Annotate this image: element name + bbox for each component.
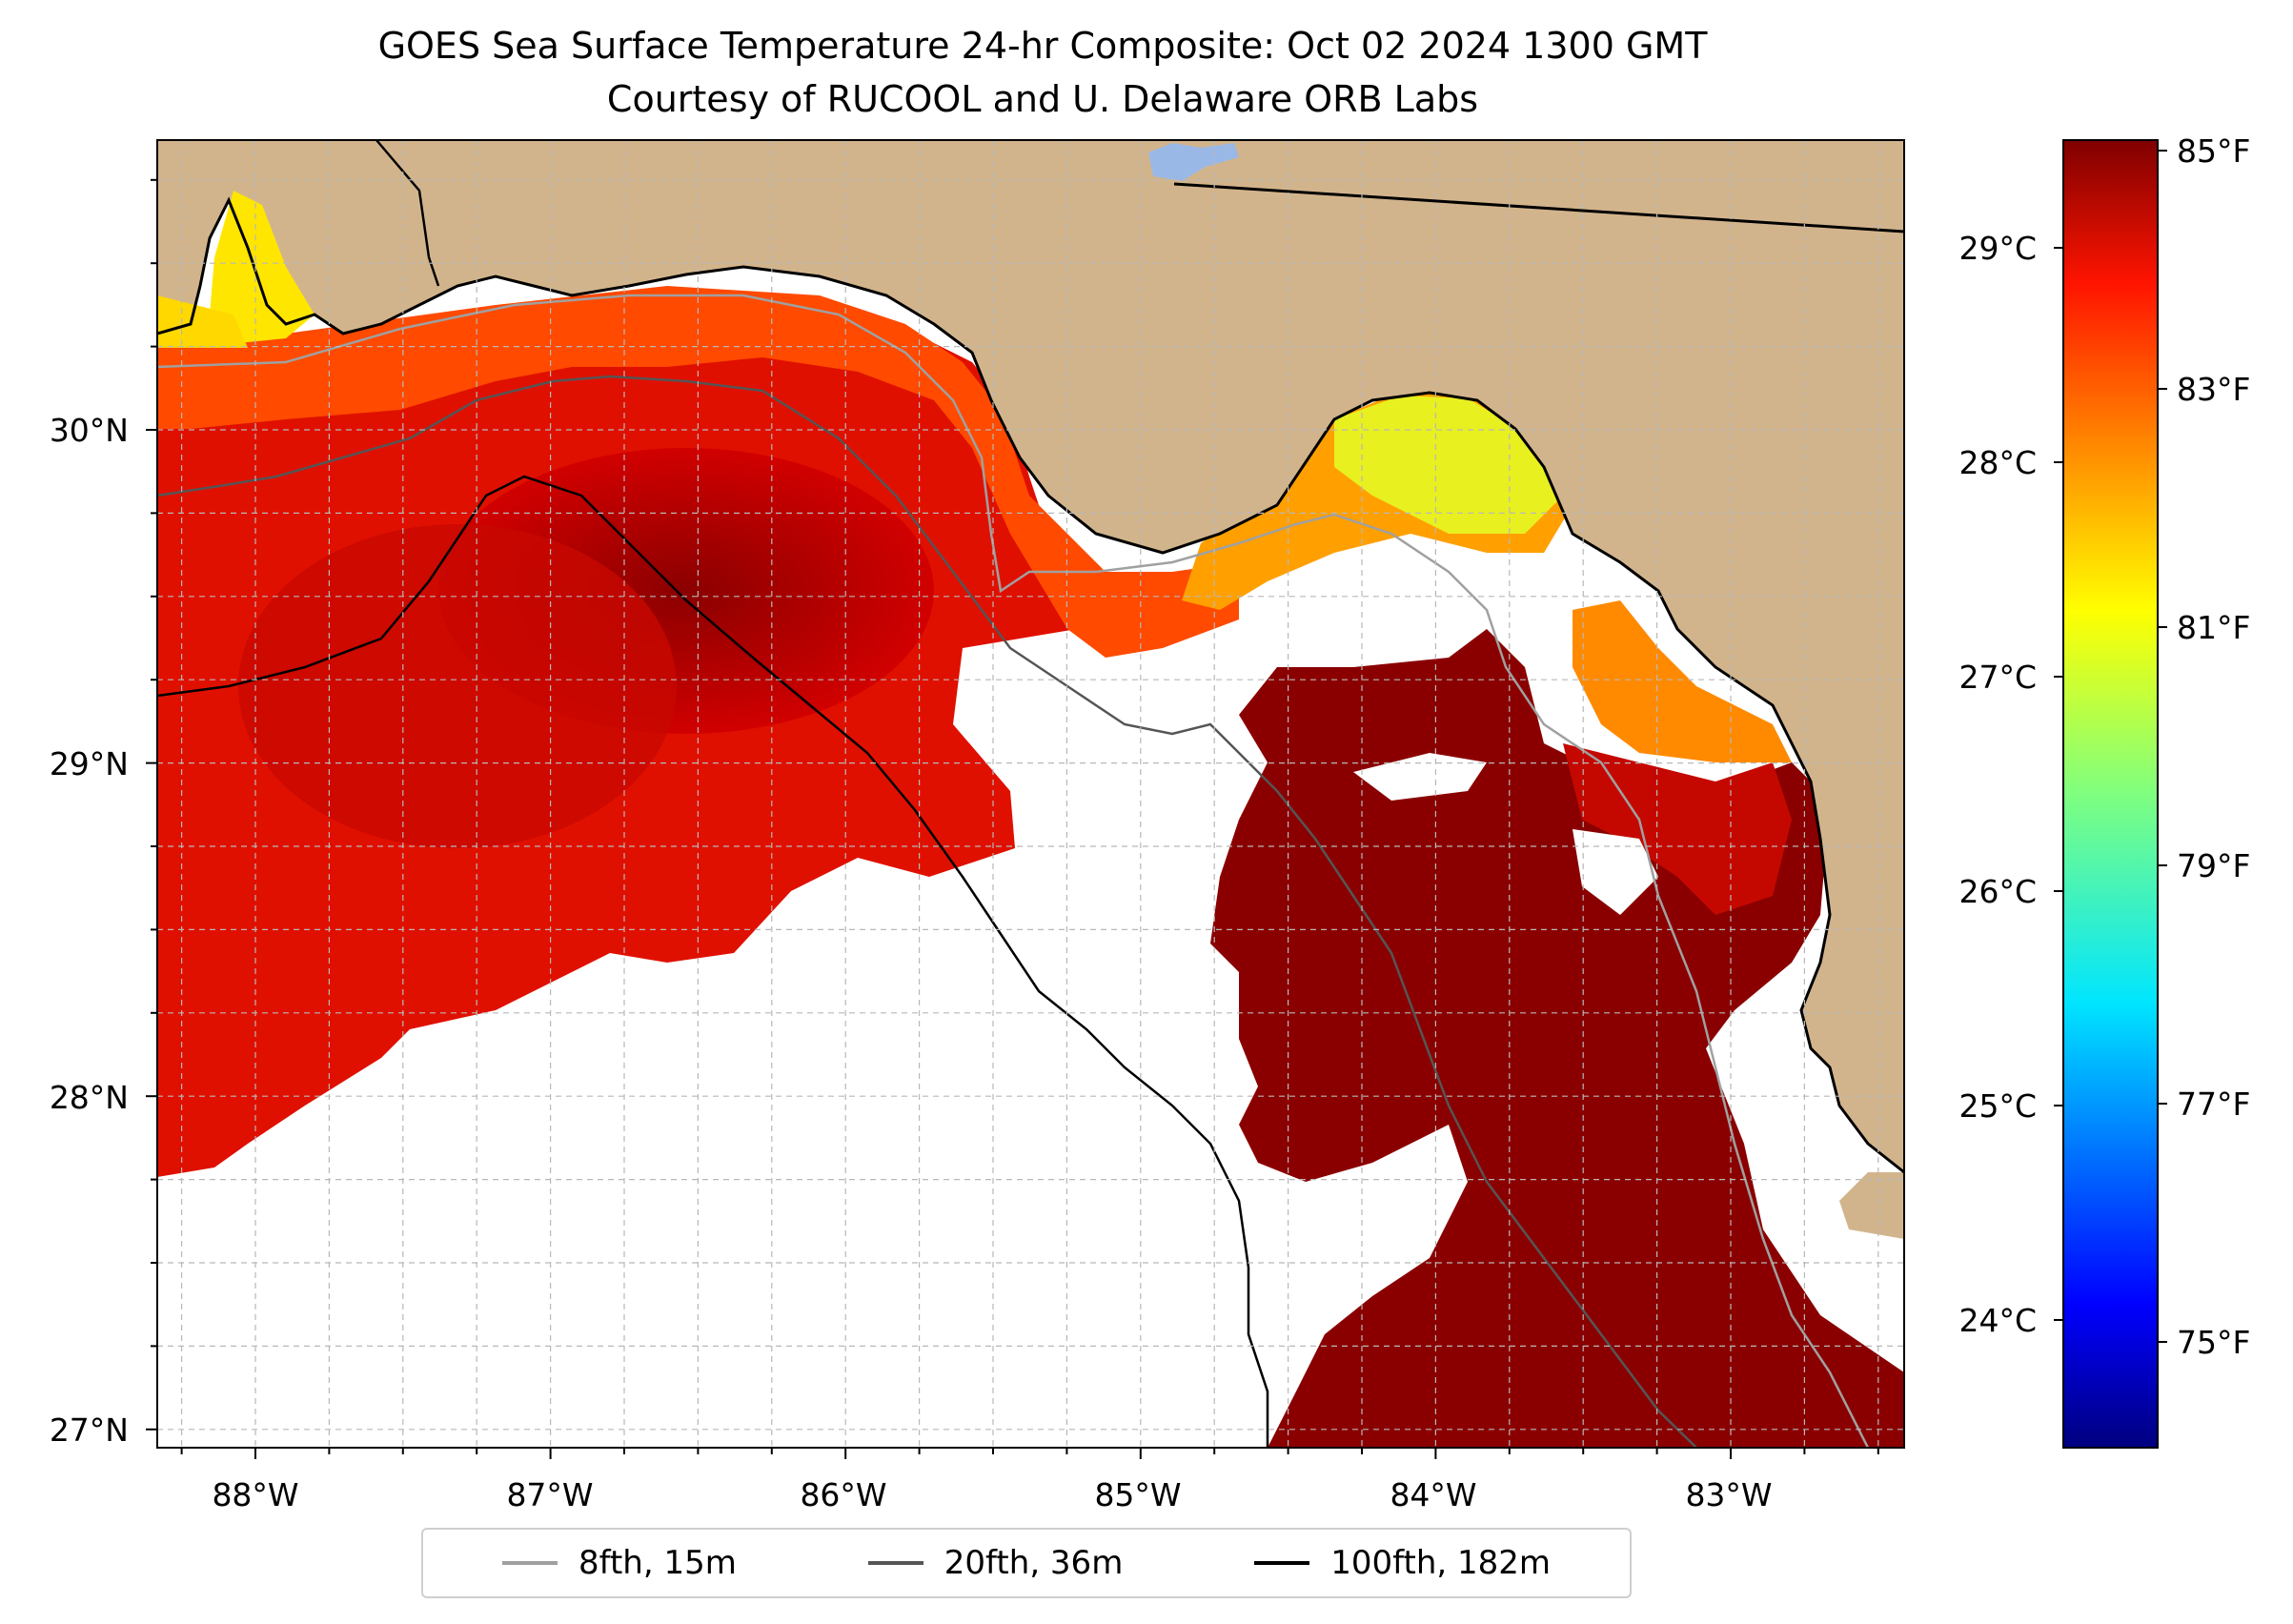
lat-tick-30n: 30°N [50,412,129,449]
colorbar-f-83: 83°F [2177,371,2250,408]
legend-label-100fth: 100fth, 182m [1330,1544,1552,1582]
colorbar-f-77: 77°F [2177,1086,2250,1123]
map-area [157,140,1904,1448]
colorbar-c-25: 25°C [1958,1087,2037,1125]
no-data-hole [1573,829,1658,915]
legend-swatch-100fth [1254,1561,1310,1565]
legend-swatch-20fth [867,1561,923,1565]
colorbar-c-24: 24°C [1958,1302,2037,1339]
legend: 8fth, 15m 20fth, 36m 100fth, 182m [421,1528,1632,1598]
colorbar [2062,139,2159,1449]
lon-tick-87w: 87°W [506,1476,593,1513]
colorbar-c-29: 29°C [1958,230,2037,267]
sst-mobile-bay [210,191,315,343]
colorbar-ticks [2054,150,2167,1343]
gridlines [157,140,1904,1448]
sst-warm-core-west [238,524,677,848]
lon-tick-84w: 84°W [1390,1476,1476,1513]
sst-east-red-patch [1563,743,1792,915]
sst-coastal-band [157,286,1239,658]
sst-shelf-yellow [1334,396,1563,534]
colorbar-c-27: 27°C [1958,659,2037,696]
legend-label-20fth: 20fth, 36m [944,1544,1124,1582]
colorbar-c-26: 26°C [1958,873,2037,910]
chart-title: GOES Sea Surface Temperature 24-hr Compo… [377,25,1708,67]
no-data-hole [1353,753,1487,801]
sst-bigbend-orange [1573,600,1792,762]
colorbar-c-28: 28°C [1958,444,2037,481]
chart-subtitle: Courtesy of RUCOOL and U. Delaware ORB L… [606,78,1479,120]
map-frame [156,139,1905,1449]
legend-label-8fth: 8fth, 15m [578,1544,737,1582]
contour-100fth [157,475,1269,1448]
contour-20fth [157,375,1697,1448]
lon-tick-88w: 88°W [212,1476,298,1513]
colorbar-f-85: 85°F [2177,132,2250,170]
lat-tick-27n: 27°N [50,1411,129,1449]
contour-8fth [157,294,1870,1448]
lat-tick-28n: 28°N [50,1079,129,1116]
legend-item-8fth: 8fth, 15m [501,1544,737,1582]
coastline [157,196,1904,1174]
colorbar-f-79: 79°F [2177,847,2250,884]
land-peninsula [1839,1172,1904,1239]
axis-ticks [146,178,1879,1459]
lake [1148,143,1239,181]
lon-tick-83w: 83°W [1685,1476,1772,1513]
colorbar-f-75: 75°F [2177,1324,2250,1361]
lon-tick-85w: 85°W [1094,1476,1181,1513]
legend-item-100fth: 100fth, 182m [1254,1544,1551,1582]
lat-tick-29n: 29°N [50,745,129,782]
sst-mississippi-sound [157,295,248,348]
lon-tick-86w: 86°W [800,1476,886,1513]
state-border [1173,182,1904,233]
state-border-west [375,140,440,287]
colorbar-f-81: 81°F [2177,609,2250,646]
legend-item-20fth: 20fth, 36m [867,1544,1124,1582]
legend-swatch-8fth [501,1561,558,1565]
